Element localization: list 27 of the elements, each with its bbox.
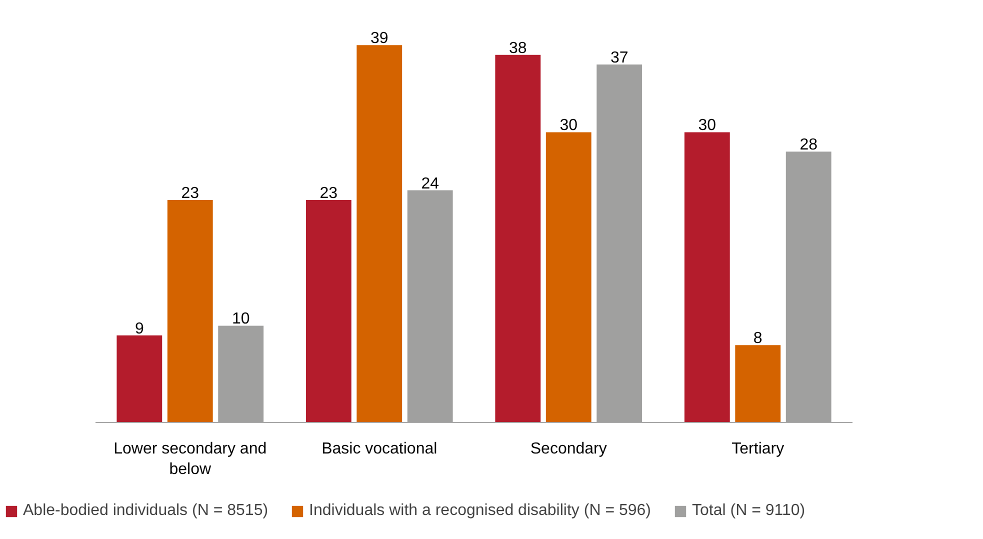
legend-label: Able-bodied individuals (N = 8515) bbox=[23, 502, 268, 520]
data-label: 23 bbox=[320, 184, 338, 202]
bar bbox=[167, 200, 213, 422]
data-label: 8 bbox=[753, 330, 762, 348]
bar bbox=[116, 335, 162, 422]
data-label: 10 bbox=[232, 310, 250, 328]
data-label: 23 bbox=[181, 184, 200, 202]
data-label: 30 bbox=[560, 117, 578, 134]
data-label: 9 bbox=[134, 320, 144, 338]
x-tick-label: Secondary bbox=[530, 440, 607, 458]
bar bbox=[546, 132, 592, 422]
bar bbox=[735, 345, 781, 422]
x-tick-label: Tertiary bbox=[732, 440, 784, 458]
bar bbox=[495, 54, 541, 422]
x-tick-label: Lower secondary and below bbox=[114, 440, 267, 478]
x-tick-label: Basic vocational bbox=[322, 440, 438, 458]
data-label: 28 bbox=[800, 136, 818, 154]
data-label: 39 bbox=[370, 30, 388, 48]
bar bbox=[356, 45, 402, 422]
data-label: 30 bbox=[698, 117, 716, 134]
data-label: 24 bbox=[421, 175, 440, 192]
bar bbox=[684, 132, 730, 422]
legend-label: Total (N = 9110) bbox=[692, 502, 806, 520]
bar bbox=[306, 200, 352, 422]
data-label: 38 bbox=[509, 40, 527, 57]
legend-label: Individuals with a recognised disability (N = 596) bbox=[309, 502, 651, 520]
data-label: 37 bbox=[610, 49, 628, 66]
